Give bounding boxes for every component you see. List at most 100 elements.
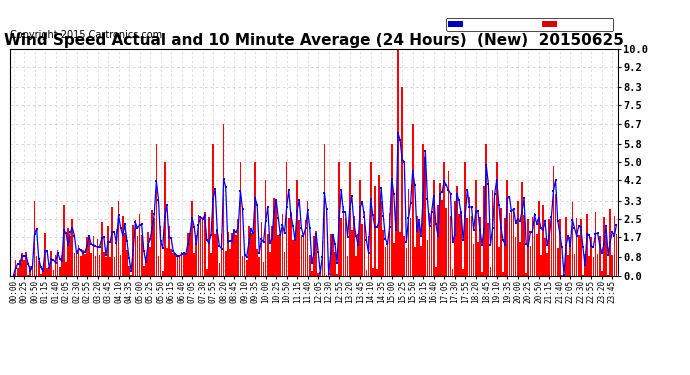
Legend: 10 Min Avg (mph), Wind  (mph): 10 Min Avg (mph), Wind (mph) xyxy=(446,18,613,31)
Bar xyxy=(527,219,529,276)
Bar xyxy=(124,232,126,276)
Bar xyxy=(492,190,493,276)
Bar xyxy=(269,252,270,276)
Bar xyxy=(265,180,266,276)
Bar xyxy=(250,232,252,276)
Bar xyxy=(408,189,409,276)
Bar xyxy=(452,268,453,276)
Bar xyxy=(219,263,220,276)
Bar xyxy=(431,211,433,276)
Bar xyxy=(330,234,332,276)
Bar xyxy=(368,236,369,276)
Bar xyxy=(589,255,590,276)
Bar xyxy=(298,220,300,276)
Bar xyxy=(546,253,548,276)
Bar xyxy=(111,207,113,276)
Bar xyxy=(26,252,27,276)
Bar xyxy=(393,243,395,276)
Bar xyxy=(221,234,222,276)
Bar xyxy=(601,271,602,276)
Bar xyxy=(529,246,531,276)
Bar xyxy=(336,274,338,276)
Bar xyxy=(193,253,195,276)
Bar xyxy=(477,242,479,276)
Bar xyxy=(122,216,124,276)
Bar xyxy=(563,274,565,276)
Bar xyxy=(382,231,384,276)
Bar xyxy=(580,219,582,276)
Bar xyxy=(473,243,475,276)
Bar xyxy=(446,209,447,276)
Bar xyxy=(183,254,184,276)
Bar xyxy=(52,270,55,276)
Bar xyxy=(86,237,88,276)
Bar xyxy=(347,256,348,276)
Bar xyxy=(63,205,65,276)
Bar xyxy=(201,219,204,276)
Bar xyxy=(164,162,166,276)
Bar xyxy=(151,210,153,276)
Bar xyxy=(334,252,336,276)
Bar xyxy=(257,249,258,276)
Bar xyxy=(391,144,393,276)
Bar xyxy=(376,269,378,276)
Bar xyxy=(315,231,317,276)
Bar xyxy=(181,252,182,276)
Bar xyxy=(65,262,67,276)
Bar xyxy=(217,229,218,276)
Bar xyxy=(301,236,302,276)
Bar xyxy=(498,247,500,276)
Bar xyxy=(485,144,487,276)
Bar xyxy=(170,249,172,276)
Bar xyxy=(259,256,260,276)
Bar xyxy=(101,222,103,276)
Bar xyxy=(615,234,618,276)
Bar xyxy=(488,223,489,276)
Bar xyxy=(311,272,313,276)
Bar xyxy=(273,198,275,276)
Bar xyxy=(471,216,473,276)
Bar xyxy=(351,230,353,276)
Bar xyxy=(597,254,598,276)
Bar xyxy=(109,257,111,276)
Bar xyxy=(105,257,107,276)
Bar xyxy=(118,201,119,276)
Bar xyxy=(506,180,508,276)
Bar xyxy=(68,228,69,276)
Bar xyxy=(143,267,145,276)
Bar xyxy=(584,254,586,276)
Bar xyxy=(82,250,83,276)
Bar xyxy=(416,216,417,276)
Bar xyxy=(189,235,191,276)
Bar xyxy=(305,220,306,276)
Bar xyxy=(593,257,594,276)
Bar xyxy=(59,267,61,276)
Bar xyxy=(444,162,445,276)
Bar xyxy=(406,248,407,276)
Bar xyxy=(378,174,380,276)
Bar xyxy=(288,218,290,276)
Bar xyxy=(30,266,31,276)
Bar xyxy=(162,271,164,276)
Bar xyxy=(605,235,607,276)
Bar xyxy=(397,49,399,276)
Bar xyxy=(126,250,128,276)
Bar xyxy=(179,256,180,276)
Bar xyxy=(235,235,237,276)
Bar xyxy=(166,249,168,276)
Bar xyxy=(116,230,117,276)
Bar xyxy=(355,255,357,276)
Bar xyxy=(349,162,351,276)
Bar xyxy=(433,180,435,276)
Title: Wind Speed Actual and 10 Minute Average (24 Hours)  (New)  20150625: Wind Speed Actual and 10 Minute Average … xyxy=(4,33,624,48)
Bar xyxy=(575,218,578,276)
Bar xyxy=(549,219,550,276)
Bar xyxy=(296,180,298,276)
Bar xyxy=(191,201,193,276)
Bar xyxy=(450,216,451,276)
Bar xyxy=(309,255,310,276)
Bar xyxy=(99,255,101,276)
Bar xyxy=(573,254,575,276)
Bar xyxy=(442,200,443,276)
Bar xyxy=(95,256,97,276)
